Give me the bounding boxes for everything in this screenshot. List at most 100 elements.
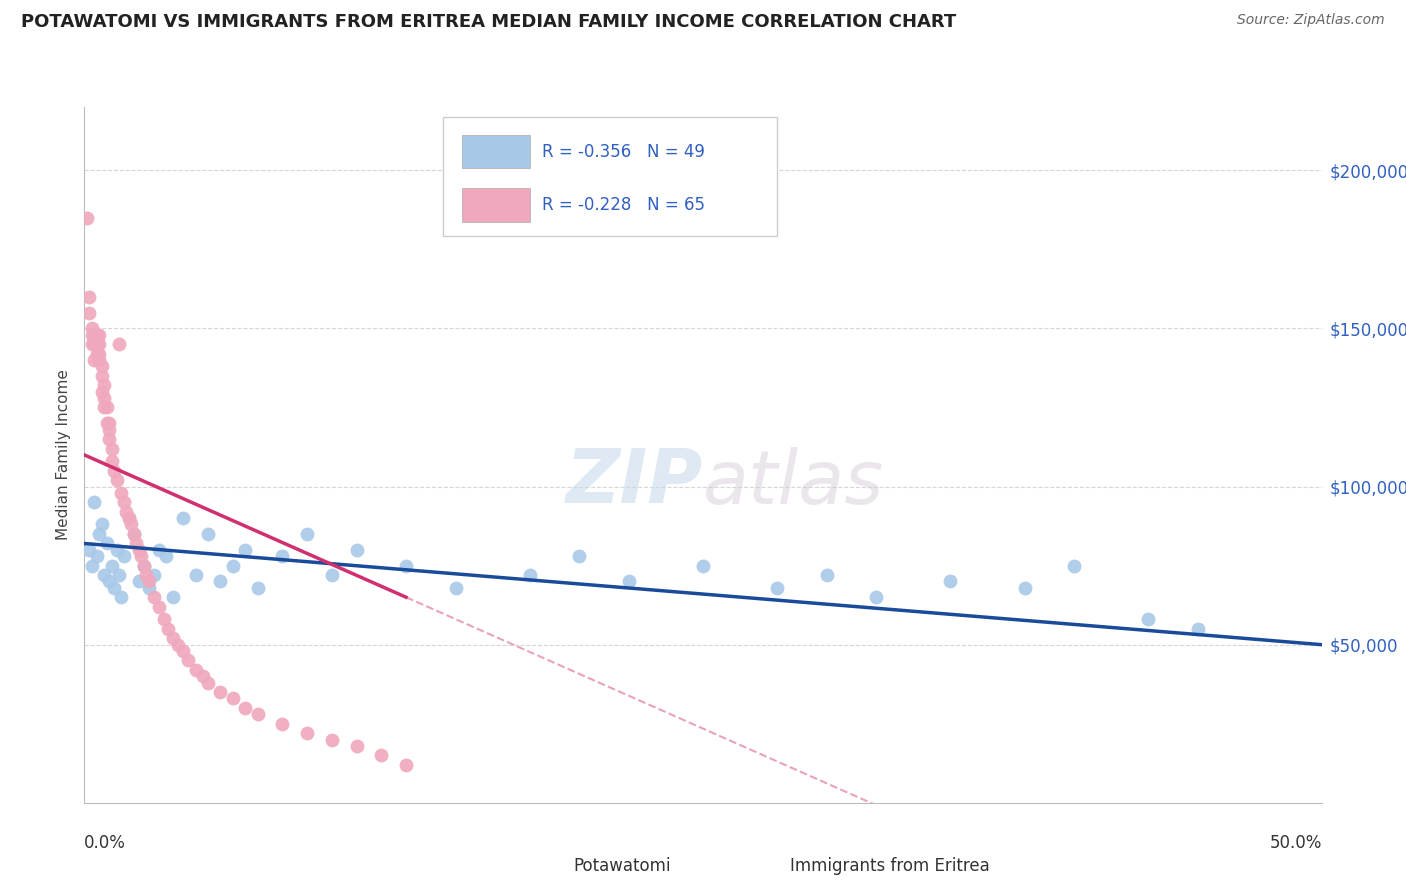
Point	[246, 707, 269, 722]
Point	[197, 675, 219, 690]
Point	[103, 464, 125, 478]
Point	[142, 591, 165, 605]
Point	[138, 581, 160, 595]
Point	[108, 568, 131, 582]
Point	[172, 644, 194, 658]
Point	[177, 653, 200, 667]
Point	[120, 517, 142, 532]
Point	[197, 527, 219, 541]
Point	[222, 558, 245, 573]
Point	[370, 748, 392, 763]
FancyBboxPatch shape	[443, 118, 778, 235]
Point	[118, 511, 141, 525]
Bar	[734, 849, 780, 883]
Point	[246, 581, 269, 595]
Point	[295, 726, 318, 740]
Point	[395, 558, 418, 573]
Text: R = -0.356   N = 49: R = -0.356 N = 49	[543, 143, 704, 161]
Point	[939, 574, 962, 589]
Point	[162, 591, 184, 605]
Point	[98, 423, 121, 437]
Point	[346, 739, 368, 753]
Point	[79, 542, 101, 557]
Text: Potawatomi: Potawatomi	[574, 857, 671, 875]
Point	[80, 327, 103, 342]
Point	[1137, 612, 1160, 626]
Point	[142, 568, 165, 582]
Point	[90, 384, 112, 399]
Point	[395, 757, 418, 772]
Point	[105, 542, 128, 557]
Point	[184, 663, 207, 677]
Point	[93, 568, 115, 582]
Text: ZIP: ZIP	[565, 446, 703, 519]
Point	[519, 568, 541, 582]
Text: 50.0%: 50.0%	[1270, 834, 1322, 852]
Point	[122, 527, 145, 541]
Text: R = -0.228   N = 65: R = -0.228 N = 65	[543, 196, 706, 214]
Point	[157, 622, 180, 636]
Point	[100, 558, 122, 573]
Point	[135, 568, 157, 582]
Point	[125, 536, 148, 550]
Point	[89, 337, 111, 351]
Point	[115, 505, 138, 519]
Point	[105, 473, 128, 487]
Point	[172, 511, 194, 525]
Point	[122, 527, 145, 541]
Point	[93, 378, 115, 392]
Point	[191, 669, 214, 683]
Point	[86, 337, 108, 351]
Point	[80, 321, 103, 335]
Point	[103, 581, 125, 595]
Point	[89, 347, 111, 361]
Y-axis label: Median Family Income: Median Family Income	[56, 369, 72, 541]
Point	[162, 632, 184, 646]
Point	[86, 347, 108, 361]
Text: 0.0%: 0.0%	[84, 834, 127, 852]
Point	[108, 337, 131, 351]
Point	[86, 327, 108, 342]
Point	[79, 305, 101, 319]
Point	[444, 581, 467, 595]
Point	[98, 417, 121, 431]
Point	[209, 574, 232, 589]
Point	[233, 701, 256, 715]
Point	[100, 454, 122, 468]
Point	[89, 527, 111, 541]
Point	[865, 591, 887, 605]
Bar	[461, 188, 530, 222]
Point	[346, 542, 368, 557]
Point	[80, 337, 103, 351]
Point	[118, 511, 141, 525]
Point	[112, 495, 135, 509]
Point	[83, 353, 105, 368]
Point	[1187, 622, 1209, 636]
Point	[96, 417, 118, 431]
Point	[89, 327, 111, 342]
Bar	[517, 849, 564, 883]
Point	[766, 581, 789, 595]
Point	[98, 574, 121, 589]
Point	[128, 574, 150, 589]
Point	[93, 391, 115, 405]
Point	[152, 612, 174, 626]
Point	[209, 685, 232, 699]
Point	[815, 568, 838, 582]
Point	[271, 549, 294, 563]
Point	[184, 568, 207, 582]
Point	[83, 337, 105, 351]
Point	[90, 368, 112, 383]
Point	[83, 327, 105, 342]
Point	[617, 574, 640, 589]
Point	[110, 486, 132, 500]
Point	[98, 432, 121, 446]
Point	[568, 549, 591, 563]
Text: Immigrants from Eritrea: Immigrants from Eritrea	[790, 857, 990, 875]
Point	[89, 353, 111, 368]
Point	[128, 542, 150, 557]
Point	[79, 290, 101, 304]
Point	[110, 591, 132, 605]
Point	[129, 549, 152, 563]
Point	[90, 359, 112, 374]
